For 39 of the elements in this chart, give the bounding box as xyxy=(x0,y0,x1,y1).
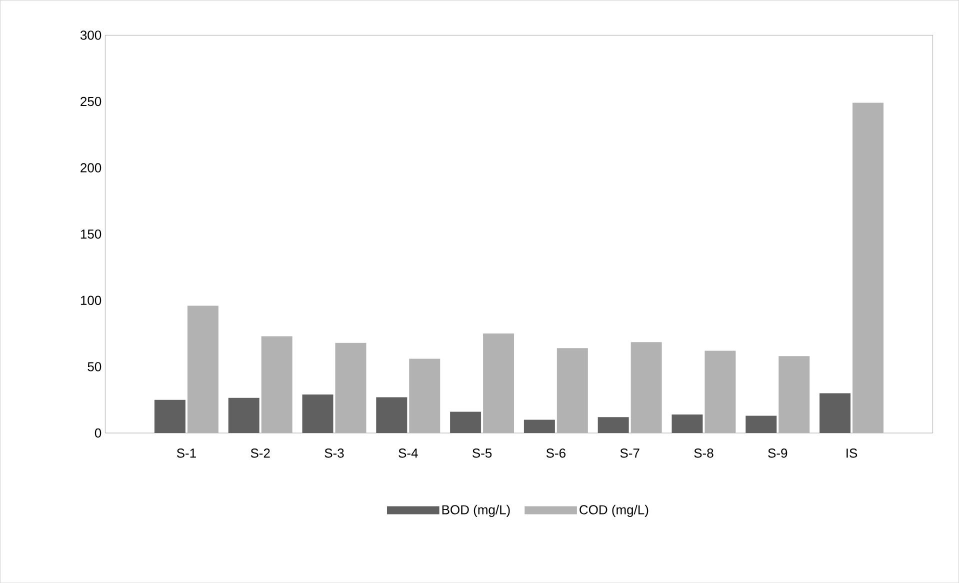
bar xyxy=(261,336,292,433)
bar xyxy=(409,358,440,433)
bar xyxy=(704,350,736,433)
y-tick-label: 150 xyxy=(80,229,102,239)
bar xyxy=(630,342,662,433)
y-tick-label: 250 xyxy=(80,96,102,106)
bar xyxy=(228,398,260,433)
x-tick-label: S-9 xyxy=(768,448,788,458)
x-tick-label: S-4 xyxy=(398,448,418,458)
y-tick-label: 100 xyxy=(80,296,102,305)
y-tick-label: 300 xyxy=(80,30,102,40)
bar xyxy=(187,306,218,433)
x-tick-label: S-5 xyxy=(472,448,492,458)
bar xyxy=(450,412,482,433)
y-tick-label: 0 xyxy=(94,428,102,438)
bar xyxy=(672,414,703,433)
bar xyxy=(483,333,514,433)
bar xyxy=(154,400,186,433)
bar xyxy=(852,102,884,433)
bar xyxy=(820,393,851,433)
x-tick-label: S-6 xyxy=(546,448,566,458)
bar xyxy=(376,397,408,433)
bar xyxy=(746,416,777,433)
bar xyxy=(778,356,810,433)
y-tick-label: 50 xyxy=(88,362,102,372)
x-tick-label: S-2 xyxy=(250,448,270,458)
y-tick-label: 200 xyxy=(80,163,102,172)
bar xyxy=(598,417,629,433)
x-tick-label: S-3 xyxy=(324,448,344,458)
x-tick-label: S-7 xyxy=(620,448,640,458)
bar xyxy=(335,342,366,433)
x-tick-label: IS xyxy=(846,448,858,458)
x-tick-label: S-1 xyxy=(176,448,196,458)
bar xyxy=(524,420,555,433)
legend-label: BOD (mg/L) xyxy=(442,504,510,517)
legend-label: COD (mg/L) xyxy=(580,504,648,517)
bar xyxy=(302,394,334,433)
x-tick-label: S-8 xyxy=(694,448,714,458)
bar xyxy=(556,348,588,433)
